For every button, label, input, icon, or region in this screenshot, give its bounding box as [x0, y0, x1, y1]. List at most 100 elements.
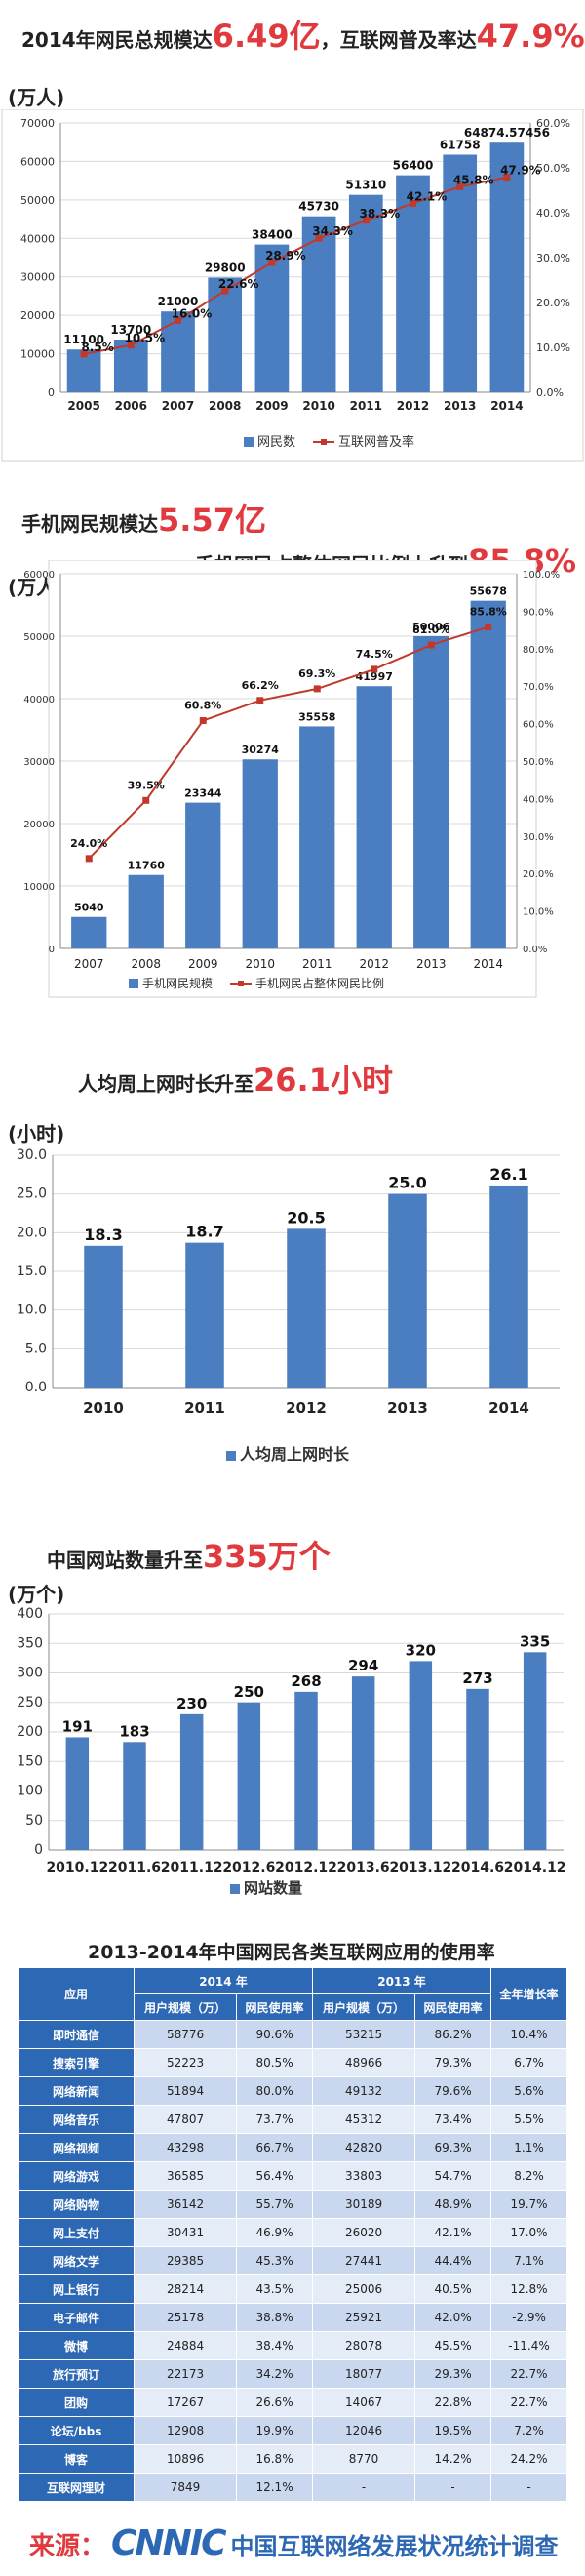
chart1-legend-swatch-bar	[244, 437, 254, 447]
chart3-ytick: 15.0	[17, 1264, 47, 1279]
table-cell: 1.1%	[490, 2133, 567, 2162]
chart1-bar	[161, 311, 195, 392]
chart2-xtick: 2010	[245, 957, 275, 971]
table-cell: -11.4%	[490, 2331, 567, 2360]
chart1-ytick: 70000	[20, 117, 55, 130]
chart4-bar-label: 250	[234, 1683, 264, 1701]
chart3-bar	[489, 1185, 528, 1388]
chart2-line-marker	[485, 624, 492, 631]
chart1-bar-label: 56400	[393, 159, 434, 173]
chart4-ytick: 0	[34, 1842, 43, 1858]
table-row: 网上银行 28214 43.5% 25006 40.5% 12.8%	[18, 2274, 567, 2304]
chart4-xtick: 2014.6	[451, 1860, 504, 1875]
chart2-legend-swatch-bar	[129, 979, 138, 988]
table-cell: 79.6%	[414, 2076, 492, 2106]
table-cell: 8.2%	[490, 2161, 567, 2191]
chart2-bar	[185, 802, 221, 948]
chart3-bar	[388, 1193, 427, 1388]
table-cell: 54.7%	[414, 2161, 492, 2191]
table-row: 电子邮件 25178 38.8% 25921 42.0% -2.9%	[18, 2303, 567, 2332]
table-cell: 48.9%	[414, 2190, 492, 2219]
table-title: 2013-2014年中国网民各类互联网应用的使用率	[88, 1942, 495, 1963]
chart4-ytick: 100	[17, 1784, 43, 1799]
chart1-title-mid: ，互联网普及率达	[320, 28, 477, 52]
chart2-bar-label: 50006	[412, 621, 450, 633]
usage-table: 应用 2014 年 2013 年 全年增长率 用户规模（万） 网民使用率 用户规…	[18, 1967, 567, 2502]
chart4-bar	[179, 1713, 204, 1850]
chart4-ytick: 200	[17, 1724, 43, 1740]
chart2-y2tick: 100.0%	[523, 570, 560, 581]
chart1-unit: (万人)	[8, 86, 65, 109]
table-cell: 52223	[133, 2048, 238, 2077]
chart4-xtick: 2013.12	[389, 1860, 451, 1875]
chart1-bar	[301, 216, 336, 392]
chart1-line-label: 16.0%	[172, 306, 213, 320]
cnnic-logo: CNNIC	[111, 2523, 226, 2563]
chart1-bar	[348, 194, 383, 392]
table-cell: 25921	[312, 2303, 416, 2332]
chart4-xtick: 2014.12	[504, 1860, 566, 1875]
chart1-bar-label: 29800	[205, 262, 246, 275]
chart3-ytick: 20.0	[17, 1225, 47, 1240]
chart1-line-label: 8.5%	[81, 341, 113, 354]
chart1-xtick: 2005	[67, 399, 99, 413]
table-cell: 58776	[133, 2020, 238, 2049]
table-cell: 17267	[133, 2388, 238, 2417]
table-cell: 53215	[312, 2020, 416, 2049]
chart4-ytick: 150	[17, 1753, 43, 1769]
table-cell: -	[414, 2473, 492, 2502]
chart1-xtick: 2009	[255, 399, 288, 413]
chart1-y2tick: 60.0%	[536, 117, 570, 130]
chart4-bar-label: 273	[462, 1670, 492, 1687]
chart2-legend-label: 手机网民规模	[142, 976, 213, 990]
table-cell: 12.8%	[490, 2274, 567, 2304]
chart1-legend-label: 互联网普及率	[338, 434, 414, 450]
table-cell: 44.4%	[414, 2246, 492, 2275]
chart3-title: 人均周上网时长升至26.1小时	[78, 1056, 393, 1101]
table-cell: 46.9%	[236, 2218, 314, 2247]
chart2-bar-label: 35558	[298, 710, 335, 723]
chart1-xtick: 2006	[115, 399, 147, 413]
table-cell: 66.7%	[236, 2133, 314, 2162]
table-cell: 90.6%	[236, 2020, 314, 2049]
chart2-line-marker	[85, 855, 93, 863]
chart2-line-marker	[256, 697, 264, 704]
table-cell: 79.3%	[414, 2048, 492, 2077]
table-cell: 40.5%	[414, 2274, 492, 2304]
chart2-bar-label: 5040	[74, 902, 104, 914]
table-cell: -	[490, 2473, 567, 2502]
chart2-ytick: 30000	[23, 757, 55, 768]
table-cell: 8770	[312, 2444, 416, 2474]
chart1-y2tick: 30.0%	[536, 252, 570, 264]
table-cell: 36585	[133, 2161, 238, 2191]
table-cell: 45312	[312, 2105, 416, 2134]
chart2-y2tick: 70.0%	[523, 682, 554, 693]
chart2-ytick: 0	[49, 945, 55, 955]
chart2-ytick: 50000	[23, 632, 55, 643]
table-cell: -2.9%	[490, 2303, 567, 2332]
chart1-line-label: 22.6%	[218, 277, 259, 291]
table-header-users-2014: 用户规模（万）	[133, 1993, 238, 2021]
chart3-title-highlight: 26.1小时	[254, 1062, 393, 1099]
table-cell: -	[312, 2473, 416, 2502]
chart4-bar	[65, 1737, 90, 1850]
chart3-ytick: 0.0	[25, 1380, 47, 1395]
chart1-ytick: 50000	[20, 194, 55, 207]
table-cell: 42820	[312, 2133, 416, 2162]
table-row: 网络视频 43298 66.7% 42820 69.3% 1.1%	[18, 2133, 567, 2162]
chart1-line-marker	[127, 342, 135, 349]
chart1-bar-label: 45730	[298, 200, 339, 214]
chart2-y2tick: 10.0%	[523, 907, 554, 918]
chart3-bar	[185, 1242, 224, 1388]
chart4-bar-label: 268	[291, 1672, 321, 1690]
chart2-line-marker	[142, 796, 150, 804]
chart2-frame	[48, 560, 537, 998]
table-row: 网络新闻 51894 80.0% 49132 79.6% 5.6%	[18, 2076, 567, 2106]
table-app-name: 网上银行	[18, 2274, 135, 2304]
chart1-ytick: 30000	[20, 271, 55, 284]
table-cell: 48966	[312, 2048, 416, 2077]
chart4-bar	[237, 1702, 261, 1850]
chart4-ytick: 300	[17, 1666, 43, 1681]
chart3-xtick: 2014	[488, 1399, 529, 1417]
chart2-bar	[128, 874, 164, 948]
